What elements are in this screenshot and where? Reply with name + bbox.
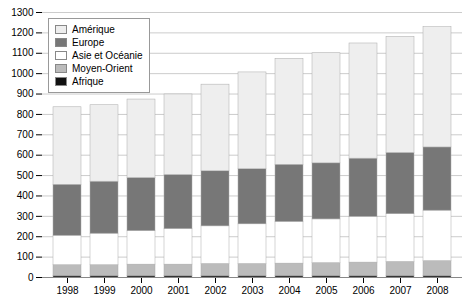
svg-text:2006: 2006 — [352, 285, 375, 296]
svg-text:200: 200 — [17, 231, 34, 242]
svg-text:0: 0 — [28, 272, 34, 283]
html-text:Afrique: Afrique — [72, 76, 104, 87]
html-text:Asie et Océanie: Asie et Océanie — [72, 50, 143, 61]
svg-text:1000: 1000 — [11, 68, 34, 79]
svg-text:2004: 2004 — [278, 285, 301, 296]
svg-text:1998: 1998 — [56, 285, 79, 296]
svg-text:800: 800 — [17, 109, 34, 120]
svg-text:700: 700 — [17, 129, 34, 140]
svg-text:1200: 1200 — [11, 27, 34, 38]
svg-text:100: 100 — [17, 251, 34, 262]
svg-text:2008: 2008 — [426, 285, 449, 296]
svg-text:2002: 2002 — [204, 285, 227, 296]
svg-text:1999: 1999 — [93, 285, 116, 296]
svg-text:2001: 2001 — [167, 285, 190, 296]
svg-text:2000: 2000 — [130, 285, 153, 296]
svg-text:2003: 2003 — [241, 285, 264, 296]
svg-text:600: 600 — [17, 149, 34, 160]
svg-text:400: 400 — [17, 190, 34, 201]
svg-text:1300: 1300 — [11, 7, 34, 18]
html-text:Moyen-Orient: Moyen-Orient — [72, 63, 133, 74]
svg-text:2007: 2007 — [389, 285, 412, 296]
svg-text:2005: 2005 — [315, 285, 338, 296]
html-text:Europe: Europe — [72, 37, 105, 48]
svg-text:900: 900 — [17, 88, 34, 99]
svg-text:500: 500 — [17, 170, 34, 181]
html-text:Amérique: Amérique — [72, 24, 115, 35]
svg-text:300: 300 — [17, 211, 34, 222]
svg-text:1100: 1100 — [12, 47, 34, 58]
